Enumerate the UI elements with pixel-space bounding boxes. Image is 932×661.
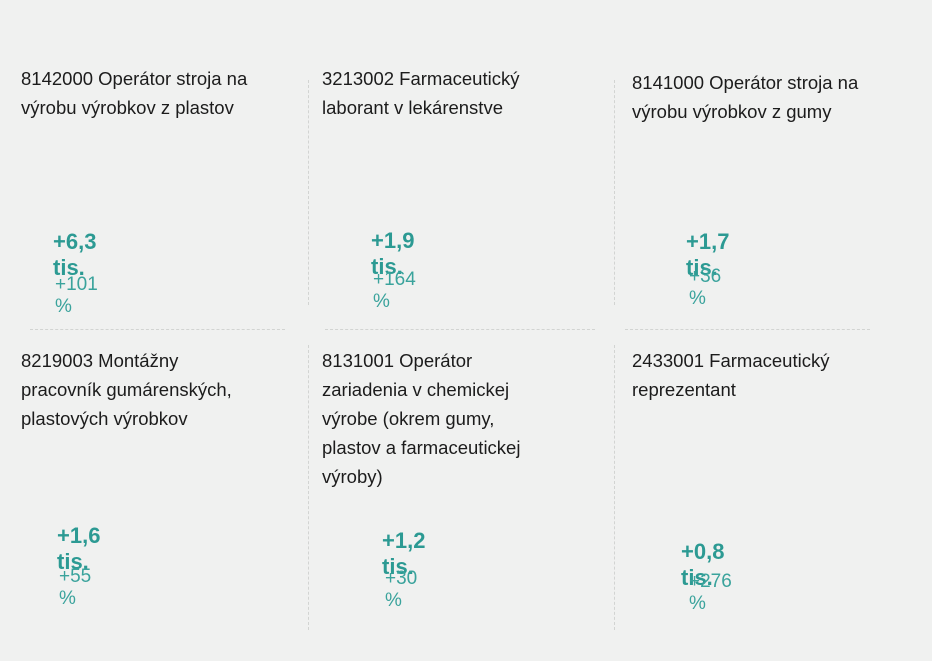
employment-change-percent: +101 % <box>55 274 98 317</box>
employment-change-percent: +276 % <box>689 571 732 614</box>
occupation-title: 8142000 Operátor stroja na výrobu výrobk… <box>21 68 248 118</box>
occupation-title: 8141000 Operátor stroja na výrobu výrobk… <box>632 72 859 122</box>
column-divider <box>614 80 615 305</box>
occupation-title: 8131001 Operátor zariadenia v chemickej … <box>322 350 521 487</box>
row-divider <box>625 329 870 330</box>
employment-change-value: +1,2 tis. <box>382 528 426 579</box>
column-divider <box>614 345 615 630</box>
occupation-title: 3213002 Farmaceutický laborant v lekáren… <box>322 68 520 118</box>
employment-change-percent: +55 % <box>59 566 92 609</box>
row-divider <box>30 329 285 330</box>
column-divider <box>308 345 309 630</box>
employment-change-percent: +30 % <box>385 568 418 611</box>
occupation-title: 2433001 Farmaceutický reprezentant <box>632 350 830 400</box>
employment-change-value: +6,3 tis. <box>53 229 97 280</box>
employment-change-value: +0,8 tis. <box>681 539 725 590</box>
employment-change-value: +1,9 tis. <box>371 228 415 279</box>
employment-change-value: +1,7 tis. <box>686 229 730 280</box>
occupation-title: 8219003 Montážny pracovník gumárenských,… <box>21 350 232 429</box>
employment-change-value: +1,6 tis. <box>57 523 101 574</box>
employment-change-percent: +36 % <box>689 266 722 309</box>
row-divider <box>325 329 595 330</box>
column-divider <box>308 80 309 305</box>
employment-change-percent: +164 % <box>373 269 416 312</box>
